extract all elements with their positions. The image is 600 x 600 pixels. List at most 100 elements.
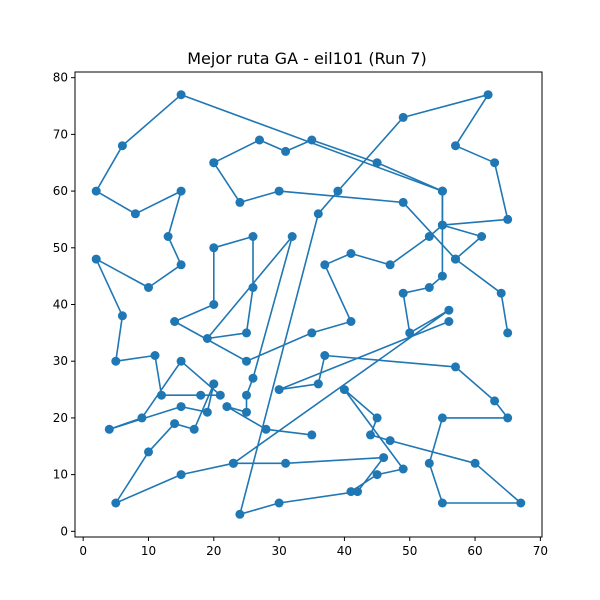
y-tick-label: 40: [53, 298, 68, 312]
city-point: [176, 470, 186, 480]
city-point: [91, 186, 101, 196]
city-point: [503, 328, 513, 338]
city-point: [398, 197, 408, 207]
city-point: [287, 232, 297, 241]
city-point: [444, 317, 454, 326]
plot-area: [91, 90, 526, 519]
city-point: [202, 407, 212, 417]
city-point: [320, 260, 330, 270]
y-tick-label: 30: [53, 354, 68, 368]
city-point: [451, 254, 460, 264]
city-point: [235, 197, 245, 207]
city-point: [307, 430, 317, 440]
city-point: [202, 334, 212, 343]
city-point: [372, 413, 382, 423]
city-point: [176, 260, 186, 270]
city-point: [242, 407, 251, 417]
city-point: [235, 509, 245, 519]
city-point: [470, 458, 480, 468]
city-point: [170, 317, 180, 326]
city-point: [281, 458, 291, 468]
city-point: [372, 158, 382, 168]
city-point: [176, 186, 186, 196]
city-point: [385, 260, 395, 270]
city-point: [477, 232, 487, 241]
city-point: [176, 356, 186, 366]
chart-title: Mejor ruta GA - eil101 (Run 7): [187, 49, 427, 68]
city-point: [242, 328, 251, 338]
city-point: [379, 453, 389, 463]
city-point: [91, 254, 101, 264]
city-point: [176, 402, 186, 412]
city-point: [196, 390, 206, 400]
city-point: [437, 271, 447, 281]
city-point: [346, 317, 356, 326]
city-point: [496, 288, 506, 298]
city-point: [242, 356, 251, 366]
city-point: [451, 141, 460, 151]
city-point: [189, 424, 199, 434]
city-point: [111, 498, 121, 508]
city-point: [437, 413, 447, 423]
city-point: [144, 447, 153, 457]
city-point: [222, 402, 232, 412]
city-point: [490, 396, 500, 406]
city-point: [209, 379, 219, 389]
x-axis: 0 10 20 30 40 50 60 70: [79, 537, 548, 558]
x-tick-label: 20: [206, 544, 221, 558]
city-point: [451, 362, 460, 372]
city-point: [215, 390, 225, 400]
city-point: [137, 413, 147, 423]
city-point: [281, 146, 291, 156]
city-point: [424, 458, 434, 468]
city-point: [483, 90, 493, 100]
city-point: [274, 186, 284, 196]
city-point: [163, 232, 173, 241]
city-point: [353, 487, 362, 497]
city-point: [346, 487, 356, 497]
x-tick-label: 30: [271, 544, 286, 558]
y-tick-label: 0: [60, 524, 68, 538]
y-tick-label: 60: [53, 184, 68, 198]
y-tick-label: 80: [53, 71, 68, 85]
city-point: [437, 220, 447, 230]
x-tick-label: 10: [141, 544, 156, 558]
city-point: [346, 249, 356, 258]
city-point: [398, 464, 408, 474]
city-point: [209, 300, 219, 309]
city-point: [130, 209, 140, 219]
city-point: [405, 328, 415, 338]
city-point: [111, 356, 121, 366]
city-point: [398, 288, 408, 298]
city-point: [372, 470, 382, 480]
city-point: [503, 413, 513, 423]
city-point: [503, 214, 513, 224]
y-tick-label: 50: [53, 241, 68, 255]
city-point: [437, 186, 447, 196]
city-point: [307, 135, 317, 145]
city-point: [398, 112, 408, 122]
city-point: [274, 385, 284, 395]
city-point: [424, 232, 434, 241]
city-point: [490, 158, 500, 168]
plot-frame: [74, 71, 543, 538]
city-point: [313, 209, 323, 219]
city-point: [516, 498, 526, 508]
city-point: [242, 390, 251, 400]
city-point: [255, 135, 264, 145]
city-point: [333, 186, 343, 196]
y-tick-label: 70: [53, 127, 68, 141]
y-axis: 0 10 20 30 40 50 60 70 80: [53, 71, 75, 538]
city-point: [157, 390, 166, 400]
city-point: [248, 232, 258, 241]
city-point: [104, 424, 114, 434]
route-line-0: [95, 93, 509, 516]
city-point: [313, 379, 323, 389]
city-point: [209, 158, 219, 168]
city-point: [144, 283, 153, 292]
y-tick-label: 10: [53, 468, 68, 482]
x-tick-label: 0: [79, 544, 87, 558]
city-point: [261, 424, 271, 434]
city-point: [248, 283, 258, 292]
